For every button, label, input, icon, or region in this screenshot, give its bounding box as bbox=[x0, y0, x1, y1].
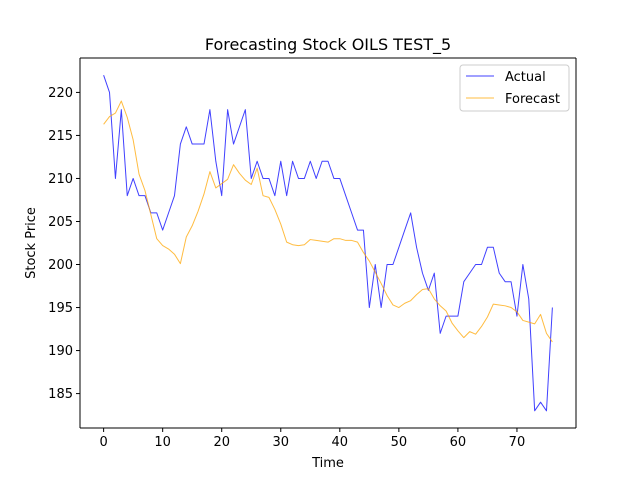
x-tick-label: 0 bbox=[99, 435, 107, 450]
y-tick-label: 205 bbox=[48, 215, 73, 230]
y-tick-label: 200 bbox=[48, 258, 73, 273]
x-tick-label: 40 bbox=[332, 435, 349, 450]
x-tick-label: 30 bbox=[272, 435, 289, 450]
x-tick-label: 20 bbox=[213, 435, 230, 450]
legend-label-actual: Actual bbox=[505, 70, 546, 85]
chart-title: Forecasting Stock OILS TEST_5 bbox=[205, 35, 451, 55]
legend-label-forecast: Forecast bbox=[505, 92, 560, 107]
series-line-forecast bbox=[103, 100, 553, 343]
x-tick-label: 70 bbox=[509, 435, 526, 450]
y-tick-label: 190 bbox=[48, 344, 73, 359]
x-tick-label: 60 bbox=[450, 435, 467, 450]
y-tick-label: 195 bbox=[48, 301, 73, 316]
x-tick-label: 50 bbox=[391, 435, 408, 450]
y-tick-label: 215 bbox=[48, 129, 73, 144]
y-tick-label: 185 bbox=[48, 387, 73, 402]
y-tick-label: 220 bbox=[48, 86, 73, 101]
series-line-actual bbox=[103, 75, 553, 412]
x-axis-label: Time bbox=[311, 456, 344, 471]
x-tick-label: 10 bbox=[154, 435, 171, 450]
legend: Actual Forecast bbox=[459, 64, 570, 112]
plot-area: 0 10 20 30 40 50 60 70 185 190 195 200 205 210 215 220 A… bbox=[48, 57, 577, 450]
y-axis-label: Stock Price bbox=[24, 207, 39, 279]
y-tick-label: 210 bbox=[48, 172, 73, 187]
